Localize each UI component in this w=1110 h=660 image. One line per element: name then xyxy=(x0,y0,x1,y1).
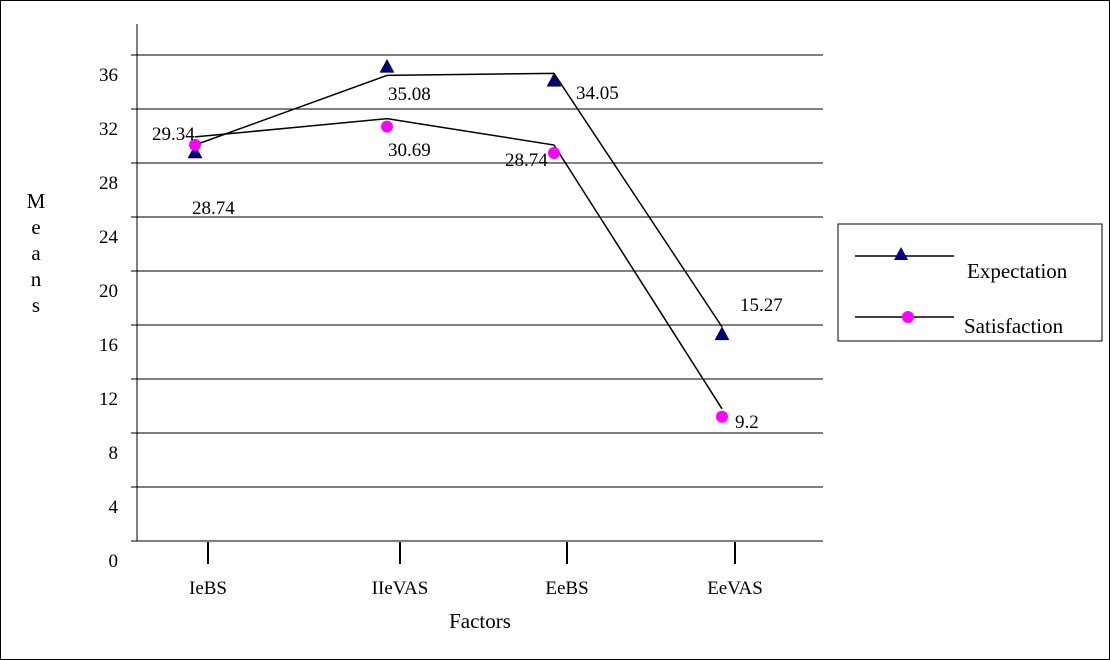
data-point-circle xyxy=(548,147,560,160)
data-label: 29.34 xyxy=(152,124,195,145)
series-layer: 28.74 35.08 34.05 15.27 29.34 30.69 28.74 9.2 xyxy=(152,58,783,433)
series-line xyxy=(194,117,723,410)
data-label: 28.74 xyxy=(192,198,235,219)
y-tick-label: 8 xyxy=(109,443,119,464)
data-label: 30.69 xyxy=(388,140,431,161)
y-axis-label-char: s xyxy=(32,293,40,317)
series-line xyxy=(194,72,723,328)
data-label: 9.2 xyxy=(735,412,759,433)
y-tick-label: 24 xyxy=(99,227,119,248)
y-tick-label: 16 xyxy=(99,335,118,356)
x-tick-marks: IeBS IIeVAS EeBS EeVAS xyxy=(189,542,763,599)
legend-box xyxy=(837,223,1103,342)
legend-label: Satisfaction xyxy=(964,314,1064,338)
y-tick-label: 20 xyxy=(99,281,118,302)
y-tick-labels: 0 4 8 12 16 20 24 28 32 36 xyxy=(99,54,137,572)
data-label: 28.74 xyxy=(505,150,548,171)
data-label: 35.08 xyxy=(388,84,431,105)
legend: Expectation Satisfaction xyxy=(837,223,1103,342)
data-label: 15.27 xyxy=(740,295,783,316)
x-tick-label: IeBS xyxy=(189,578,227,599)
y-axis-label-char: e xyxy=(31,215,40,239)
data-point-triangle xyxy=(187,144,203,159)
y-axis-label-char: n xyxy=(31,267,42,291)
legend-marker-circle xyxy=(902,311,914,323)
data-point-triangle xyxy=(714,326,730,341)
y-tick-label: 32 xyxy=(99,119,118,140)
x-tick-label: EeBS xyxy=(545,578,588,599)
series-expectation: 28.74 35.08 34.05 15.27 xyxy=(187,58,783,341)
y-tick-label: 4 xyxy=(109,497,119,518)
legend-item-satisfaction: Satisfaction xyxy=(855,311,1064,338)
data-point-circle xyxy=(381,120,393,133)
grid-lines xyxy=(137,54,823,488)
y-axis-label-char: M xyxy=(27,189,46,213)
y-tick-label: 12 xyxy=(99,389,118,410)
legend-label: Expectation xyxy=(967,259,1068,283)
series-satisfaction: 29.34 30.69 28.74 9.2 xyxy=(152,117,759,433)
data-point-triangle xyxy=(379,58,395,73)
data-label: 34.05 xyxy=(576,83,619,104)
legend-item-expectation: Expectation xyxy=(855,247,1068,283)
y-tick-label: 28 xyxy=(99,173,118,194)
x-tick-label: EeVAS xyxy=(707,578,763,599)
y-tick-label: 36 xyxy=(99,65,118,86)
legend-marker-triangle xyxy=(894,247,908,260)
y-axis-label-char: a xyxy=(31,241,41,265)
data-point-circle xyxy=(189,138,201,151)
x-axis-label: Factors xyxy=(449,609,511,633)
y-tick-label: 0 xyxy=(109,551,119,572)
data-point-triangle xyxy=(546,72,562,87)
x-tick-label: IIeVAS xyxy=(372,578,429,599)
data-point-circle xyxy=(716,410,728,423)
